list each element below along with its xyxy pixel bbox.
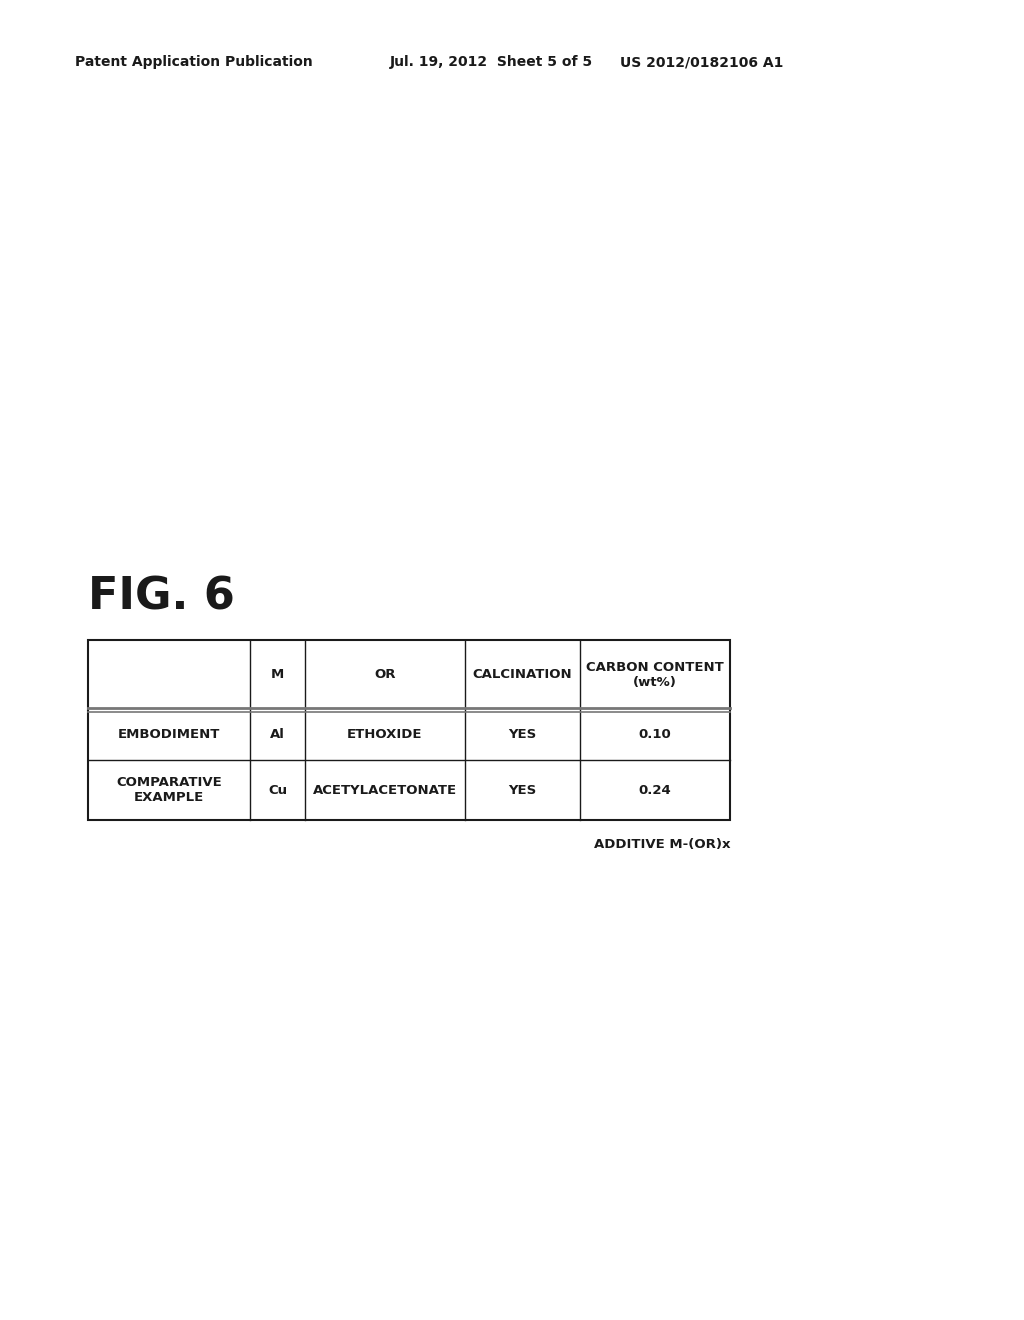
Text: 0.24: 0.24 <box>639 784 672 796</box>
Text: ADDITIVE M-(OR)x: ADDITIVE M-(OR)x <box>594 838 730 851</box>
Text: M: M <box>271 668 284 681</box>
Bar <box>88 640 730 820</box>
Text: Jul. 19, 2012  Sheet 5 of 5: Jul. 19, 2012 Sheet 5 of 5 <box>390 55 593 69</box>
Text: ETHOXIDE: ETHOXIDE <box>347 729 423 742</box>
Text: EMBODIMENT: EMBODIMENT <box>118 729 220 742</box>
Text: COMPARATIVE
EXAMPLE: COMPARATIVE EXAMPLE <box>116 776 222 804</box>
Text: OR: OR <box>374 668 395 681</box>
Text: ACETYLACETONATE: ACETYLACETONATE <box>313 784 457 796</box>
Text: Patent Application Publication: Patent Application Publication <box>75 55 312 69</box>
Text: YES: YES <box>508 784 537 796</box>
Text: CALCINATION: CALCINATION <box>473 668 572 681</box>
Text: US 2012/0182106 A1: US 2012/0182106 A1 <box>620 55 783 69</box>
Text: YES: YES <box>508 729 537 742</box>
Text: Al: Al <box>270 729 285 742</box>
Text: Cu: Cu <box>268 784 287 796</box>
Text: CARBON CONTENT
(wt%): CARBON CONTENT (wt%) <box>586 661 724 689</box>
Text: 0.10: 0.10 <box>639 729 672 742</box>
Text: FIG. 6: FIG. 6 <box>88 576 234 618</box>
